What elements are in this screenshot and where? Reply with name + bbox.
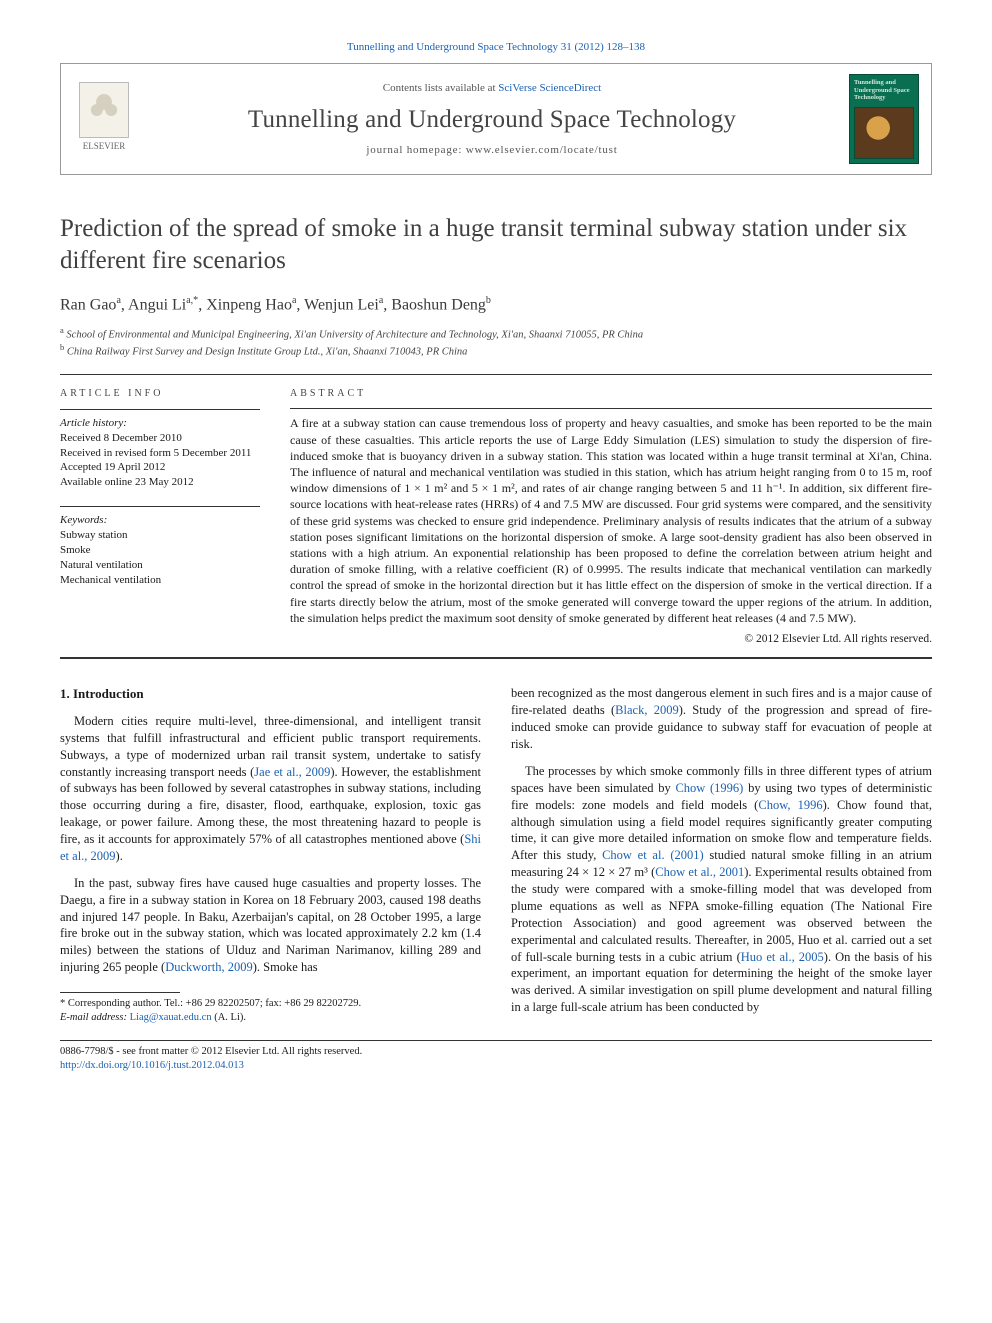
citation-link[interactable]: Chow, 1996: [758, 798, 822, 812]
keyword: Natural ventilation: [60, 558, 260, 573]
abstract-text: A fire at a subway station can cause tre…: [290, 415, 932, 625]
journal-header-box: ELSEVIER Contents lists available at Sci…: [60, 63, 932, 175]
abstract-column: ABSTRACT A fire at a subway station can …: [290, 387, 932, 647]
body-column-left: 1. Introduction Modern cities require mu…: [60, 685, 481, 1026]
body-paragraph: In the past, subway fires have caused hu…: [60, 875, 481, 976]
corresponding-author-footnote: * Corresponding author. Tel.: +86 29 822…: [60, 997, 481, 1024]
info-abstract-row: ARTICLE INFO Article history: Received 8…: [60, 387, 932, 647]
journal-cover-thumb: Tunnelling and Underground Space Technol…: [849, 74, 919, 164]
footnote-email-line: E-mail address: Liag@xauat.edu.cn (A. Li…: [60, 1011, 481, 1025]
citation-link[interactable]: Black, 2009: [615, 703, 679, 717]
contents-line: Contents lists available at SciVerse Sci…: [383, 81, 601, 96]
citation-link[interactable]: Chow et al., 2001: [655, 865, 744, 879]
article-info-column: ARTICLE INFO Article history: Received 8…: [60, 387, 260, 647]
author-list: Ran Gaoa, Angui Lia,*, Xinpeng Haoa, Wen…: [60, 294, 932, 317]
citation-link[interactable]: Chow et al. (2001): [602, 848, 704, 862]
rule-keywords: [60, 506, 260, 507]
citation-link[interactable]: Chow (1996): [675, 781, 743, 795]
affiliation-a: a School of Environmental and Municipal …: [60, 325, 932, 343]
rule-top: [60, 374, 932, 375]
journal-citation-link[interactable]: Tunnelling and Underground Space Technol…: [347, 41, 645, 53]
history-line: Available online 23 May 2012: [60, 475, 260, 490]
cover-thumb-image: [854, 107, 914, 160]
article-history: Article history: Received 8 December 201…: [60, 416, 260, 490]
body-column-right: been recognized as the most dangerous el…: [511, 685, 932, 1026]
cover-thumb-title: Tunnelling and Underground Space Technol…: [854, 79, 914, 100]
contents-prefix: Contents lists available at: [383, 82, 498, 94]
rule-info: [60, 409, 260, 410]
abstract-label: ABSTRACT: [290, 387, 932, 401]
keyword: Mechanical ventilation: [60, 573, 260, 588]
journal-header-center: Contents lists available at SciVerse Sci…: [149, 74, 835, 164]
footnote-email-suffix: (A. Li).: [214, 1012, 246, 1023]
page: Tunnelling and Underground Space Technol…: [0, 0, 992, 1112]
footnote-corr: * Corresponding author. Tel.: +86 29 822…: [60, 997, 481, 1011]
elsevier-label: ELSEVIER: [83, 140, 126, 153]
elsevier-tree-icon: [79, 82, 129, 138]
article-title: Prediction of the spread of smoke in a h…: [60, 213, 932, 276]
affiliations: a School of Environmental and Municipal …: [60, 325, 932, 360]
citation-link[interactable]: Jae et al., 2009: [254, 765, 330, 779]
footer-block: 0886-7798/$ - see front matter © 2012 El…: [60, 1040, 932, 1072]
citation-link[interactable]: Duckworth, 2009: [165, 960, 253, 974]
body-paragraph: Modern cities require multi-level, three…: [60, 713, 481, 865]
section-heading-1: 1. Introduction: [60, 685, 481, 703]
keywords-block: Keywords: Subway station Smoke Natural v…: [60, 513, 260, 587]
history-line: Received 8 December 2010: [60, 431, 260, 446]
footnote-email-link[interactable]: Liag@xauat.edu.cn: [130, 1012, 212, 1023]
keyword: Smoke: [60, 543, 260, 558]
history-line: Received in revised form 5 December 2011: [60, 446, 260, 461]
keywords-title: Keywords:: [60, 513, 260, 528]
body-paragraph: The processes by which smoke commonly fi…: [511, 763, 932, 1016]
doi-line: http://dx.doi.org/10.1016/j.tust.2012.04…: [60, 1059, 932, 1073]
body-two-column: 1. Introduction Modern cities require mu…: [60, 685, 932, 1026]
doi-link[interactable]: http://dx.doi.org/10.1016/j.tust.2012.04…: [60, 1060, 244, 1071]
history-title: Article history:: [60, 416, 260, 431]
journal-citation-line: Tunnelling and Underground Space Technol…: [60, 40, 932, 55]
abstract-copyright: © 2012 Elsevier Ltd. All rights reserved…: [290, 632, 932, 648]
footnote-separator: [60, 992, 180, 993]
sciencedirect-link[interactable]: SciVerse ScienceDirect: [498, 82, 601, 94]
footnote-email-label: E-mail address:: [60, 1012, 127, 1023]
journal-homepage-line: journal homepage: www.elsevier.com/locat…: [366, 143, 617, 158]
affiliation-b: b China Railway First Survey and Design …: [60, 342, 932, 360]
keyword: Subway station: [60, 528, 260, 543]
rule-abstract: [290, 408, 932, 409]
elsevier-logo: ELSEVIER: [73, 74, 135, 152]
body-paragraph: been recognized as the most dangerous el…: [511, 685, 932, 753]
rule-mid-2: [60, 658, 932, 659]
issn-line: 0886-7798/$ - see front matter © 2012 El…: [60, 1045, 932, 1059]
article-info-label: ARTICLE INFO: [60, 387, 260, 401]
journal-title: Tunnelling and Underground Space Technol…: [248, 102, 736, 137]
citation-link[interactable]: Huo et al., 2005: [741, 950, 824, 964]
history-line: Accepted 19 April 2012: [60, 460, 260, 475]
